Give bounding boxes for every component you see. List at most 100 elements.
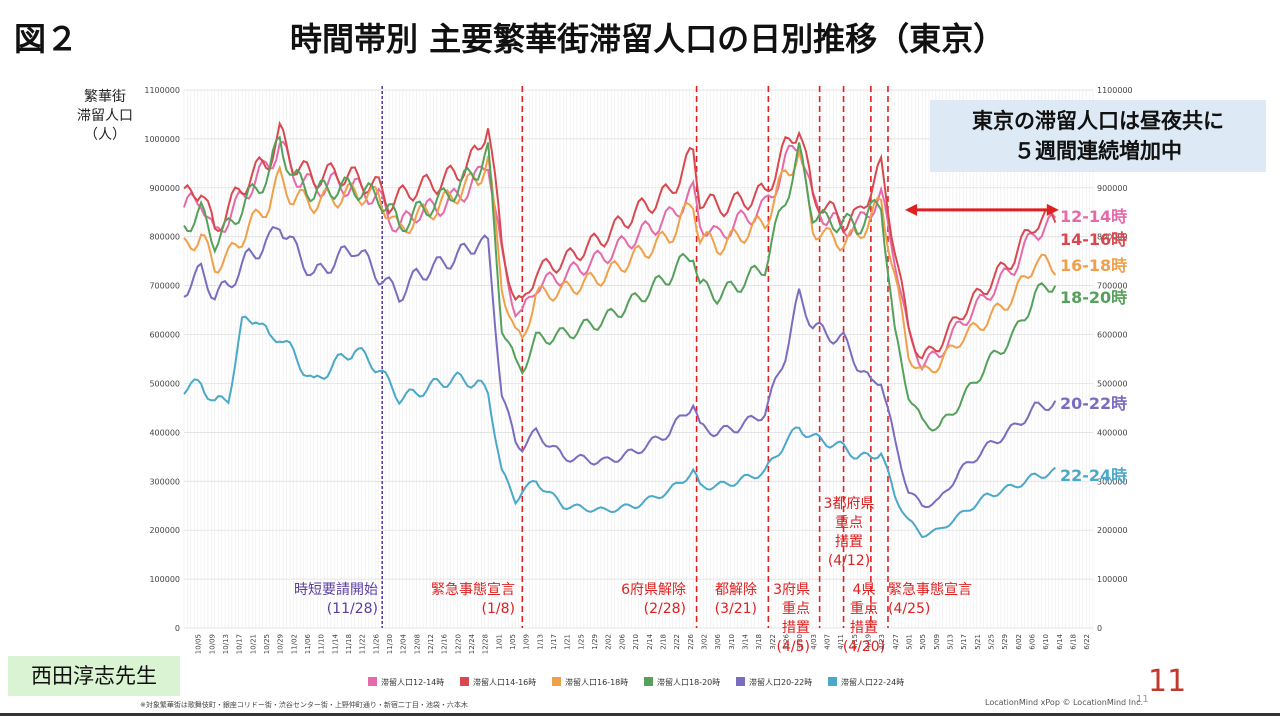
x-tick-label: 2/26 <box>687 633 695 649</box>
event-label: (3/21) <box>715 601 757 617</box>
callout-line: 東京の滞留人口は昼夜共に <box>972 109 1224 133</box>
x-tick-label: 3/30 <box>796 634 804 650</box>
event-label: 緊急事態宣言 <box>888 582 972 598</box>
x-tick-label: 6/02 <box>1015 634 1023 650</box>
y-tick-label: 900000 <box>149 184 180 193</box>
y-axis-label-line: （人） <box>84 127 126 143</box>
x-tick-label: 11/10 <box>318 634 326 654</box>
x-tick-label: 10/21 <box>249 634 257 654</box>
x-tick-label: 5/21 <box>974 634 982 650</box>
x-tick-label: 1/01 <box>495 634 503 650</box>
y-tick-label-right: 100000 <box>1097 575 1128 584</box>
legend-swatch <box>552 677 561 686</box>
y-tick-label: 0 <box>175 624 180 633</box>
y-tick-label: 700000 <box>149 282 180 291</box>
y-tick-label: 100000 <box>149 575 180 584</box>
x-tick-label: 4/27 <box>892 634 900 650</box>
y-tick-label: 800000 <box>149 233 180 242</box>
legend-swatch <box>460 677 469 686</box>
x-tick-label: 10/13 <box>222 634 230 654</box>
x-tick-label: 11/30 <box>386 634 394 654</box>
x-tick-label: 5/17 <box>960 634 968 650</box>
bottom-divider <box>0 713 1280 716</box>
x-tick-label: 11/22 <box>359 634 367 654</box>
x-tick-label: 12/16 <box>441 633 449 654</box>
event-label: 措置 <box>782 620 810 636</box>
event-label: 重点 <box>850 601 878 617</box>
x-tick-label: 2/22 <box>673 634 681 650</box>
x-tick-label: 1/21 <box>564 634 572 650</box>
y-tick-label-right: 1100000 <box>1097 86 1133 95</box>
x-tick-label: 11/26 <box>372 633 380 654</box>
legend-label: 滞留人口14-16時 <box>473 677 536 687</box>
x-tick-label: 10/05 <box>195 634 203 654</box>
x-tick-label: 4/11 <box>837 634 845 650</box>
x-tick-label: 12/28 <box>482 634 490 654</box>
author-badge: 西田淳志先生 <box>8 656 180 696</box>
y-tick-label-right: 200000 <box>1097 526 1128 535</box>
event-label: 措置 <box>850 620 878 636</box>
x-tick-label: 12/08 <box>413 634 421 654</box>
y-axis-label: 繁華街 滞留人口 （人） <box>70 88 140 145</box>
y-tick-label-right: 800000 <box>1097 233 1128 242</box>
series-line <box>183 315 1057 539</box>
x-tick-label: 2/14 <box>646 633 654 649</box>
y-tick-label: 300000 <box>149 477 180 486</box>
event-label: 3府県 <box>773 582 810 598</box>
event-label: 4県 <box>853 582 876 598</box>
x-tick-label: 3/14 <box>741 633 749 649</box>
x-tick-label: 12/04 <box>400 633 408 654</box>
legend-label: 滞留人口20-22時 <box>749 677 812 687</box>
page-title: 時間帯別 主要繁華街滞留人口の日別推移（東京） <box>290 20 1006 58</box>
x-tick-label: 12/24 <box>468 633 476 654</box>
x-tick-label: 5/29 <box>1001 634 1009 650</box>
event-label: (4/25) <box>888 601 930 617</box>
x-tick-label: 5/13 <box>946 634 954 650</box>
x-tick-label: 4/03 <box>810 634 818 650</box>
event-label: 3都府県 <box>824 496 875 512</box>
x-tick-label: 1/13 <box>536 634 544 650</box>
series-end-label: 16-18時 <box>1060 256 1127 275</box>
x-tick-label: 1/29 <box>591 634 599 650</box>
x-tick-label: 6/22 <box>1083 634 1091 650</box>
x-tick-label: 2/02 <box>605 634 613 650</box>
event-label: 措置 <box>835 534 863 550</box>
x-tick-label: 11/18 <box>345 634 353 654</box>
legend-label: 滞留人口12-14時 <box>381 677 444 687</box>
legend-swatch <box>368 677 377 686</box>
y-tick-label-right: 700000 <box>1097 282 1128 291</box>
arrow-head-left <box>905 203 918 216</box>
series-end-label: 18-20時 <box>1060 288 1127 307</box>
x-tick-label: 6/10 <box>1042 634 1050 650</box>
y-axis-label-line: 繁華街 <box>84 89 126 105</box>
y-tick-label-right: 900000 <box>1097 184 1128 193</box>
x-tick-label: 2/06 <box>618 633 626 649</box>
x-tick-label: 4/15 <box>851 634 859 650</box>
x-tick-label: 1/05 <box>509 634 517 650</box>
figure-label: 図２ <box>14 20 79 58</box>
series-line <box>183 135 1057 432</box>
y-tick-label: 1000000 <box>144 135 180 144</box>
credit: LocationMind xPop © LocationMind Inc. <box>985 698 1144 707</box>
legend-swatch <box>644 677 653 686</box>
series-line <box>183 140 1057 372</box>
x-tick-label: 12/20 <box>454 634 462 654</box>
event-label: 緊急事態宣言 <box>431 582 515 598</box>
y-tick-label-right: 600000 <box>1097 331 1128 340</box>
page-number-small: 11 <box>1136 694 1149 705</box>
x-tick-label: 1/17 <box>550 634 558 650</box>
x-tick-label: 1/25 <box>577 634 585 650</box>
x-tick-label: 4/23 <box>878 634 886 650</box>
x-tick-label: 2/10 <box>632 634 640 650</box>
series-end-label: 22-24時 <box>1060 466 1127 485</box>
y-tick-label: 200000 <box>149 526 180 535</box>
x-tick-label: 5/09 <box>933 634 941 650</box>
page-number: 11 <box>1148 664 1187 699</box>
x-tick-label: 3/10 <box>728 634 736 650</box>
series-line <box>183 226 1057 509</box>
x-tick-label: 5/05 <box>919 634 927 650</box>
x-tick-label: 4/19 <box>864 634 872 650</box>
x-tick-label: 6/14 <box>1056 633 1064 649</box>
x-tick-label: 3/06 <box>714 633 722 649</box>
